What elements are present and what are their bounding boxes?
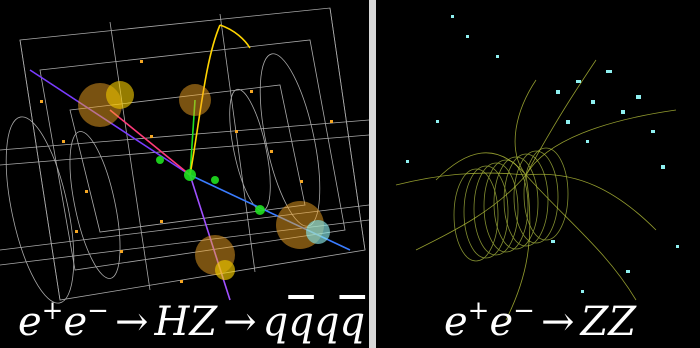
particle-tracks (29, 24, 351, 301)
hz-event-display: e+e− → HZ → qqqq (0, 0, 369, 348)
hz-label: HZ (154, 299, 218, 345)
calorimeter-hits (406, 15, 679, 293)
hz-detector-graphic (0, 7, 369, 304)
antiquark-symbol: q (339, 299, 366, 345)
plus-charge: + (467, 296, 490, 326)
jet-clusters (78, 81, 330, 280)
electron-symbol: e (18, 299, 42, 345)
arrow-icon: → (540, 299, 575, 345)
electron-symbol: e (63, 299, 88, 345)
detector-outline (0, 7, 369, 304)
electron-symbol: e (444, 299, 468, 345)
zz-event-display: e+e− → ZZ (376, 0, 700, 348)
plus-charge: + (41, 296, 64, 326)
scattered-hits (40, 60, 333, 283)
coil-spiral (453, 147, 569, 262)
curved-tracks (395, 59, 677, 321)
zz-process-caption: e+e− → ZZ (444, 298, 636, 342)
quark-symbol: q (313, 299, 340, 345)
minus-charge: − (87, 296, 109, 326)
minus-charge: − (513, 296, 535, 326)
arrow-icon: → (223, 299, 257, 345)
antiquark-symbol: q (288, 299, 314, 345)
hz-process-caption: e+e− → HZ → qqqq (18, 298, 365, 342)
arrow-icon: → (114, 299, 149, 345)
quark-symbol: q (262, 299, 289, 345)
zz-detector-graphic (395, 15, 679, 321)
electron-symbol: e (489, 299, 514, 345)
zz-label: ZZ (580, 299, 637, 345)
